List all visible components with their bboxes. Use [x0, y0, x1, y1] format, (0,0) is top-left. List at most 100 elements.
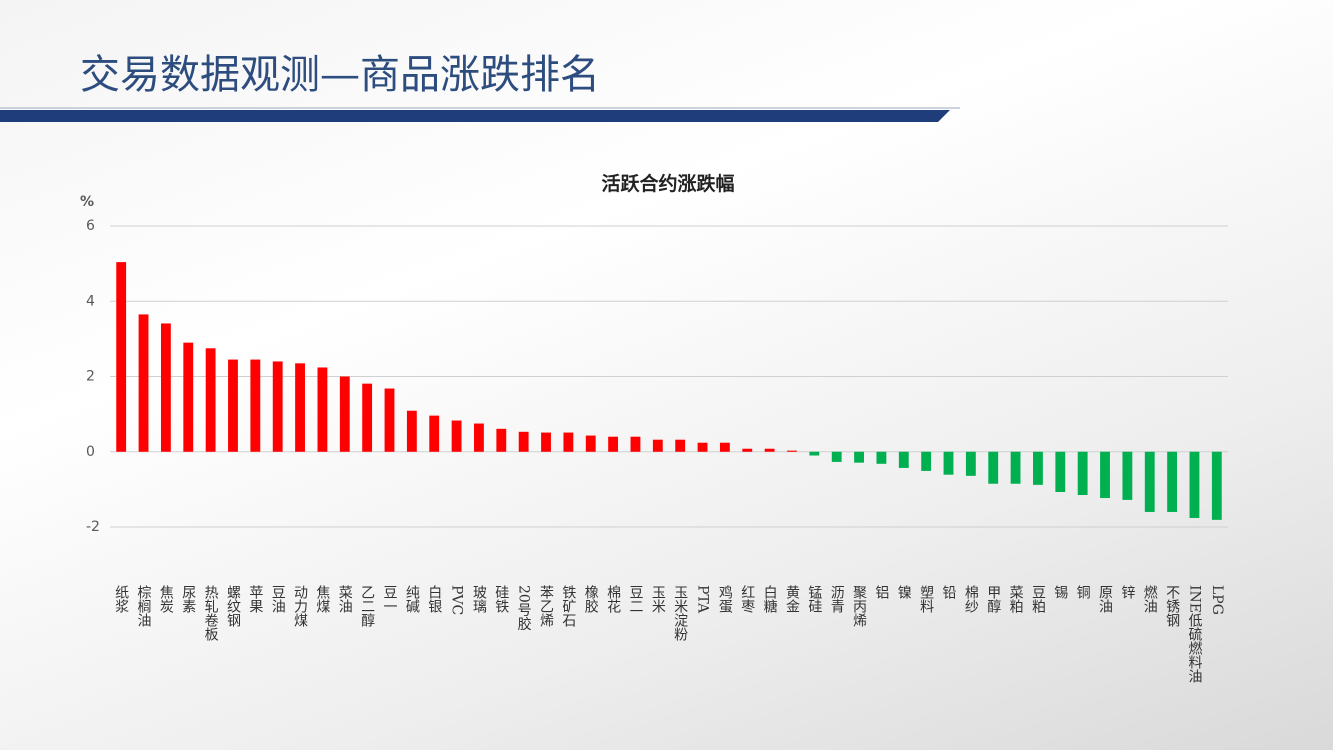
x-tick-label: 豆油: [270, 585, 286, 613]
x-tick-label: 棉花: [605, 584, 621, 614]
x-tick-label: 豆二: [627, 585, 643, 613]
x-tick-label: 纸浆: [113, 585, 129, 613]
x-tick-label: 黄金: [784, 584, 800, 613]
bar: [1100, 451, 1110, 499]
header-bar: [0, 110, 950, 122]
bar: [1122, 451, 1133, 500]
bar: [831, 451, 842, 462]
x-tick-label: 菜油: [337, 585, 353, 613]
x-tick-label: 甲醇: [985, 585, 1001, 613]
x-tick-label: 苹果: [247, 585, 263, 613]
bar: [943, 451, 954, 475]
bar: [1189, 451, 1200, 518]
x-tick-label: 硅铁: [493, 585, 509, 613]
x-tick-label: 豆粕: [1030, 585, 1046, 613]
bar: [652, 439, 663, 452]
x-tick-label: 锰硅: [806, 585, 822, 613]
bar: [921, 451, 932, 471]
bar: [898, 451, 909, 468]
bar: [1167, 451, 1178, 512]
x-tick-label: 燃油: [1142, 584, 1158, 613]
bar: [272, 361, 283, 452]
y-tick-label: 4: [86, 293, 95, 309]
x-tick-label: 鸡蛋: [717, 584, 733, 614]
bar: [585, 435, 596, 452]
y-tick-label: 0: [86, 444, 95, 460]
bar: [563, 432, 574, 452]
x-tick-label: 尿素: [180, 585, 196, 613]
bar: [183, 342, 194, 452]
bar: [988, 451, 999, 484]
bar: [675, 439, 686, 452]
bar: [719, 442, 730, 452]
slide-title: 交易数据观测—商品涨跌排名: [80, 52, 600, 98]
bar: [496, 428, 507, 452]
bar: [474, 423, 484, 452]
x-tick-label: 棕榈油: [136, 585, 152, 627]
bar: [608, 436, 619, 452]
bar: [138, 314, 149, 452]
x-tick-label: 螺纹钢: [225, 585, 241, 628]
x-tick-label: 铅: [941, 585, 957, 599]
bar: [1144, 451, 1155, 512]
bar: [697, 442, 708, 452]
x-tick-label: 菜粕: [1008, 585, 1024, 613]
x-tick-label: LPG: [1209, 585, 1225, 615]
bar: [518, 431, 529, 452]
x-tick-label: 玉米: [650, 585, 666, 613]
bar: [965, 451, 976, 476]
x-tick-label: PTA: [695, 585, 711, 614]
x-tick-label: 热轧卷板: [203, 585, 219, 641]
bar: [160, 323, 171, 452]
x-tick-label: 玻璃: [471, 585, 487, 613]
bar: [384, 388, 395, 452]
bar: [854, 451, 864, 463]
y-tick-label: 6: [86, 218, 95, 234]
x-tick-label: 红枣: [739, 585, 755, 613]
x-tick-label: 镍: [896, 585, 912, 599]
y-tick-label: 2: [86, 369, 95, 385]
x-tick-label: 20号胶: [516, 585, 532, 632]
x-tick-label: 豆一: [382, 585, 398, 613]
y-axis-unit: %: [80, 194, 94, 210]
bar: [764, 448, 775, 452]
bar: [1010, 451, 1021, 484]
x-tick-label: 铜: [1075, 585, 1091, 600]
bar: [116, 262, 127, 452]
x-tick-label: 不锈钢: [1164, 585, 1180, 628]
bar: [429, 415, 440, 452]
bar: [876, 451, 887, 464]
x-tick-label: 乙二醇: [359, 585, 375, 627]
bar: [295, 363, 305, 452]
bar: [362, 383, 373, 452]
x-tick-label: 动力煤: [292, 585, 308, 627]
x-tick-label: 焦煤: [314, 585, 330, 613]
bar: [317, 367, 328, 452]
x-tick-label: 沥青: [829, 585, 845, 613]
bar: [809, 451, 820, 456]
bar: [1211, 451, 1222, 520]
x-tick-label: 铁矿石: [560, 585, 576, 627]
bar: [205, 348, 216, 452]
x-tick-label: 苯乙烯: [538, 584, 554, 627]
x-tick-label: 白糖: [762, 585, 778, 613]
bar: [250, 359, 261, 452]
bar: [1033, 451, 1043, 485]
x-tick-label: 纯碱: [404, 585, 420, 613]
x-tick-label: 原油: [1097, 585, 1113, 613]
bar: [406, 410, 417, 452]
x-tick-label: 聚丙烯: [851, 585, 867, 627]
x-tick-label: 玉米淀粉: [672, 585, 688, 642]
x-tick-label: INE低硫燃料油: [1186, 585, 1202, 683]
bar: [451, 420, 462, 452]
x-tick-label: 锡: [1052, 585, 1068, 599]
x-tick-label: 棉纱: [963, 584, 979, 613]
x-tick-label: 塑料: [918, 585, 934, 613]
chart-title: 活跃合约涨跌幅: [601, 172, 734, 195]
y-tick-label: -2: [86, 519, 100, 535]
x-tick-label: 橡胶: [583, 585, 599, 614]
bar: [1077, 451, 1088, 496]
bar: [1055, 451, 1066, 493]
